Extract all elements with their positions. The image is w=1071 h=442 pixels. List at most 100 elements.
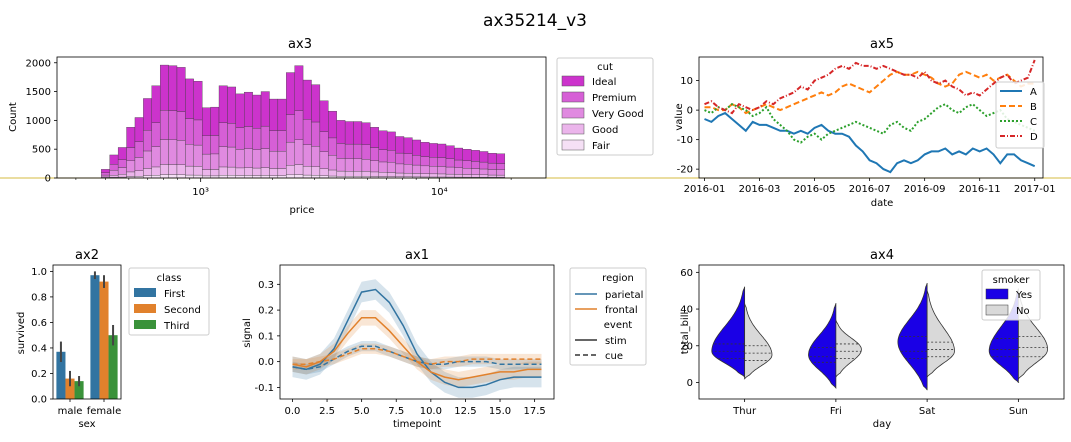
ax5-xtick-label: 2017-01 <box>1014 184 1056 195</box>
ax3-bar-segment <box>253 95 261 128</box>
ax3-bar-segment <box>404 138 412 154</box>
ax3-bar-segment <box>337 158 345 171</box>
ax5-lines <box>705 60 1035 172</box>
ax3-bar-segment <box>236 94 244 128</box>
ax3-bar-segment <box>185 144 193 166</box>
ax3-bar-segment <box>169 165 177 175</box>
ax3-bar-segment <box>337 143 345 158</box>
ax3-bar-segment <box>211 135 219 153</box>
ax3-bar-segment <box>345 159 353 171</box>
ax2-xtick-label: male <box>58 406 83 417</box>
ax5-xtick-label: 2016-05 <box>794 184 836 195</box>
ax3-bar-segment <box>311 175 319 178</box>
ax4-ytick-label: 0 <box>687 378 693 389</box>
ax3-bar-segment <box>311 122 319 146</box>
ax3-bar-segment <box>127 172 135 177</box>
ax3-bar-segment <box>101 169 109 172</box>
legend-swatch-second <box>134 304 156 313</box>
ax3-bar-segment <box>135 118 143 142</box>
ax3-bar-segment <box>404 154 412 164</box>
ax3-bar-segment <box>169 111 177 140</box>
legend-label-parietal: parietal <box>605 290 643 301</box>
ax1-ylabel: signal <box>242 318 253 348</box>
ax3-bar-segment <box>454 148 462 160</box>
ax3-bar-segment <box>471 169 479 175</box>
ax3-legend: cut Ideal Premium Very Good Good Fair <box>557 58 653 155</box>
ax1-ytick-label: 0.2 <box>258 306 274 317</box>
ax3-ytick-label: 2000 <box>26 58 51 69</box>
ax3-bar-segment <box>118 174 126 177</box>
legend-label-second: Second <box>164 305 201 316</box>
ax3-bar-segment <box>370 161 378 172</box>
ax3-bar-segment <box>337 171 345 176</box>
ax3-bar-segment <box>110 170 118 175</box>
ax3-bar-segment <box>412 155 420 165</box>
ax2-ytick-label: 0.0 <box>31 395 47 406</box>
ax3-xtick-label: 10³ <box>192 187 209 198</box>
ax3-bar-segment <box>110 175 118 177</box>
ax3-bar-segment <box>471 161 479 168</box>
ax3-bar-segment <box>496 163 504 169</box>
legend-swatch-fair <box>562 140 584 150</box>
ax3-bar-segment <box>328 170 336 176</box>
ax3-bar-segment <box>311 85 319 122</box>
ax4-violin-fri-no <box>836 320 862 377</box>
ax3-bar-segment <box>345 171 353 176</box>
ax3-bar-segment <box>480 162 488 169</box>
ax1-xtick-label: 10.0 <box>420 406 442 417</box>
ax3-bar-segment <box>211 107 219 135</box>
ax3-bar-segment <box>269 131 277 152</box>
ax3-bar-segment <box>244 168 252 176</box>
ax2-ytick-label: 0.4 <box>31 343 47 354</box>
ax3-bar-segment <box>328 111 336 138</box>
ax3-bar-segment <box>446 146 454 159</box>
ax1-xtick-label: 7.5 <box>388 406 404 417</box>
ax2-xlabel: sex <box>78 419 95 430</box>
ax3-bar-segment <box>194 81 202 120</box>
ax3-bar-segment <box>320 101 328 132</box>
ax3-bar-segment <box>202 108 210 136</box>
ax3-bar-segment <box>211 154 219 170</box>
ax3-bar-segment <box>169 66 177 111</box>
ax3-bar-segment <box>488 153 496 163</box>
ax3-bar-segment <box>370 127 378 147</box>
ax3-bar-segment <box>227 123 235 147</box>
ax3-bar-segment <box>337 120 345 143</box>
legend-swatch-good <box>562 124 584 134</box>
ax4-violin-thur-yes <box>712 287 745 377</box>
ax3-bar-segment <box>379 162 387 172</box>
legend-swatch-third <box>134 320 156 329</box>
ax3-bar-segment <box>320 152 328 169</box>
ax3-bar-segment <box>286 175 294 178</box>
ax3-bar-segment <box>429 166 437 174</box>
ax3-bar-segment <box>127 148 135 161</box>
ax3-bar-segment <box>185 166 193 175</box>
ax3-bar-segment <box>370 148 378 161</box>
ax3-bar-segment <box>160 140 168 165</box>
ax5-xtick-label: 2016-01 <box>684 184 726 195</box>
ax4-xtick-label: Sat <box>919 406 935 417</box>
ax3-bar-segment <box>370 172 378 177</box>
legend-label-first: First <box>164 289 185 300</box>
ax3-bar-segment <box>496 170 504 175</box>
ax3-bar-segment <box>463 161 471 168</box>
ax3-bar-segment <box>143 168 151 175</box>
ax3-bar-segment <box>496 154 504 164</box>
ax3-bar-segment <box>488 170 496 175</box>
ax3-bar-segment <box>362 171 370 176</box>
ax5-ylabel: value <box>674 103 685 130</box>
legend-label-third: Third <box>163 321 190 332</box>
ax3-bar-segment <box>446 167 454 174</box>
ax1-ytick-label: 0.0 <box>258 357 274 368</box>
ax3-bar-segment <box>152 147 160 167</box>
ax3-bar-segment <box>143 130 151 151</box>
ax3-bar-segment <box>244 126 252 148</box>
ax3-bar-segment <box>295 140 303 165</box>
ax4-xlabel: day <box>873 419 891 430</box>
ax5-xlabel: date <box>871 198 894 209</box>
ax3-bar-segment <box>202 136 210 154</box>
